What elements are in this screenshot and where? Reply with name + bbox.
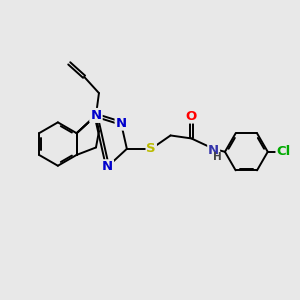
Text: N: N xyxy=(90,109,101,122)
Text: N: N xyxy=(116,117,127,130)
Text: N: N xyxy=(90,109,101,122)
Text: H: H xyxy=(213,152,222,162)
Text: O: O xyxy=(186,110,197,123)
Text: N: N xyxy=(208,144,219,157)
Text: S: S xyxy=(146,142,156,155)
Text: Cl: Cl xyxy=(276,145,291,158)
Text: N: N xyxy=(102,160,113,173)
